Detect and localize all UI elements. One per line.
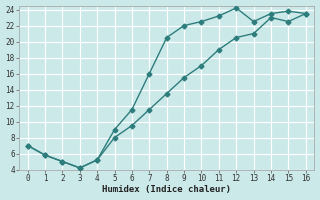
X-axis label: Humidex (Indice chaleur): Humidex (Indice chaleur) [102, 185, 231, 194]
